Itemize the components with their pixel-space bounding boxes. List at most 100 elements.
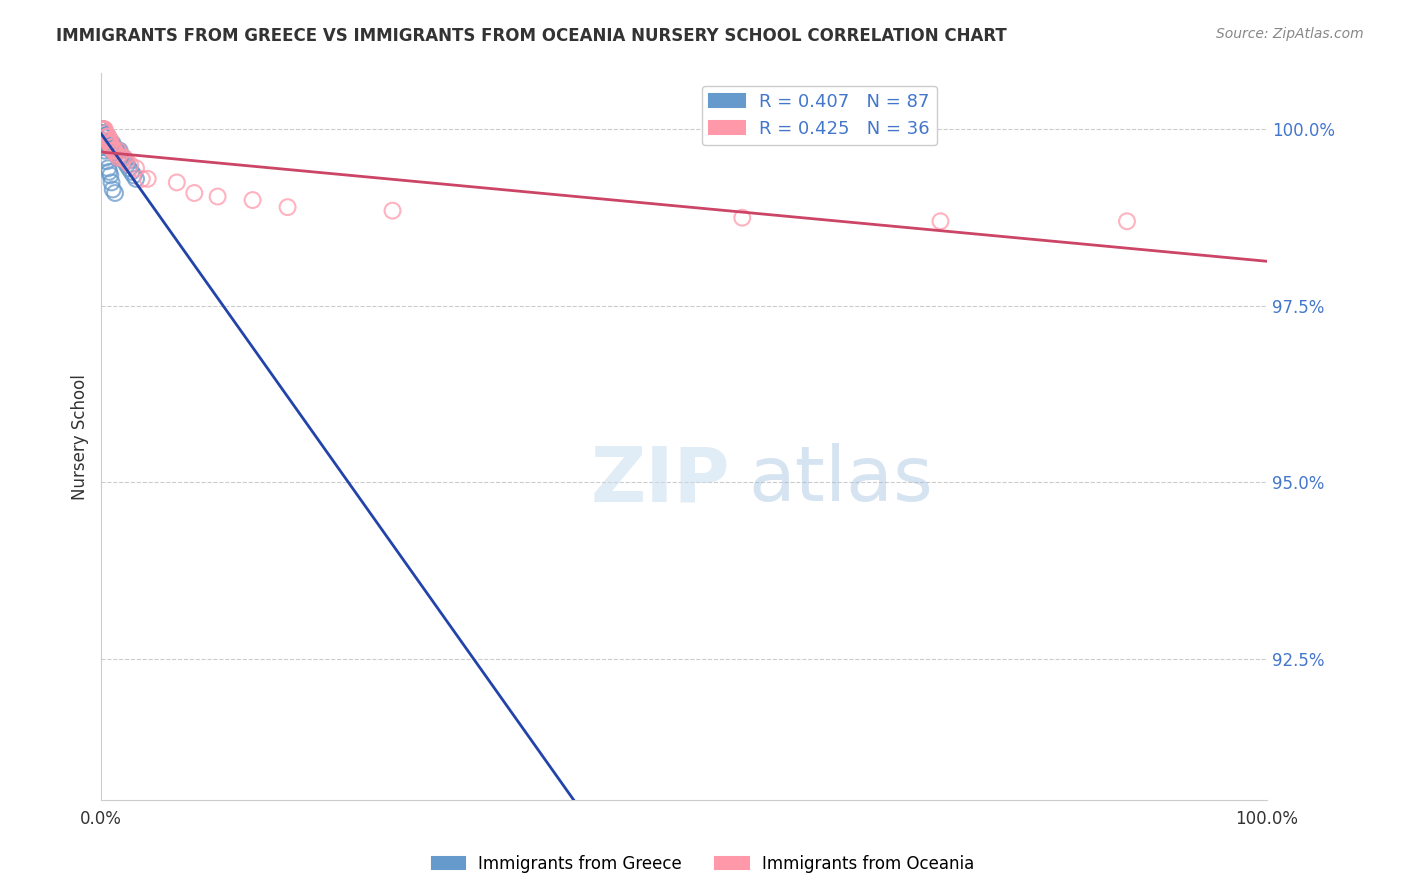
Legend: Immigrants from Greece, Immigrants from Oceania: Immigrants from Greece, Immigrants from …: [425, 848, 981, 880]
Point: [104, 144, 127, 158]
Point: [100, 136, 122, 151]
Point: [101, 144, 124, 158]
Point: [96, 154, 118, 169]
Point: [97, 161, 120, 176]
Point: [183, 186, 205, 200]
Point: [166, 176, 188, 190]
Point: [110, 151, 132, 165]
Point: [100, 140, 122, 154]
Point: [93, 129, 115, 144]
Point: [98, 136, 121, 151]
Point: [100, 169, 122, 183]
Point: [93, 126, 115, 140]
Point: [101, 144, 124, 158]
Point: [93, 129, 115, 144]
Point: [93, 122, 115, 136]
Point: [91, 122, 114, 136]
Point: [94, 129, 117, 144]
Point: [91, 126, 114, 140]
Point: [97, 136, 120, 151]
Point: [1116, 214, 1139, 228]
Point: [118, 161, 141, 176]
Point: [101, 182, 124, 196]
Point: [107, 144, 129, 158]
Point: [108, 151, 131, 165]
Point: [91, 122, 114, 136]
Point: [93, 122, 115, 136]
Point: [91, 122, 114, 136]
Point: [93, 129, 115, 144]
Point: [97, 129, 120, 144]
Point: [125, 161, 148, 176]
Point: [93, 129, 115, 144]
Point: [107, 151, 129, 165]
Point: [103, 144, 125, 158]
Point: [93, 122, 115, 136]
Point: [115, 158, 138, 172]
Point: [93, 129, 115, 144]
Point: [105, 144, 128, 158]
Point: [96, 129, 118, 144]
Point: [93, 122, 115, 136]
Point: [96, 136, 118, 151]
Point: [91, 122, 114, 136]
Text: ZIP: ZIP: [591, 443, 730, 517]
Y-axis label: Nursery School: Nursery School: [72, 374, 89, 500]
Point: [93, 144, 115, 158]
Point: [104, 144, 127, 158]
Point: [100, 133, 122, 147]
Point: [111, 151, 134, 165]
Point: [107, 151, 129, 165]
Point: [122, 169, 145, 183]
Point: [125, 172, 148, 186]
Point: [100, 136, 122, 151]
Point: [381, 203, 404, 218]
Point: [98, 165, 121, 179]
Point: [111, 151, 134, 165]
Point: [112, 154, 135, 169]
Point: [98, 136, 121, 151]
Text: atlas: atlas: [748, 443, 934, 517]
Point: [929, 214, 952, 228]
Point: [242, 193, 264, 207]
Point: [104, 186, 127, 200]
Point: [91, 122, 114, 136]
Point: [104, 144, 127, 158]
Point: [93, 122, 115, 136]
Point: [101, 136, 124, 151]
Point: [97, 136, 120, 151]
Point: [94, 129, 117, 144]
Point: [731, 211, 754, 225]
Point: [277, 200, 299, 214]
Point: [93, 122, 115, 136]
Point: [91, 122, 114, 136]
Point: [91, 122, 114, 136]
Point: [93, 126, 115, 140]
Point: [207, 189, 229, 203]
Point: [131, 172, 153, 186]
Point: [91, 122, 114, 136]
Point: [100, 136, 122, 151]
Point: [96, 136, 118, 151]
Point: [100, 144, 122, 158]
Point: [105, 147, 128, 161]
Point: [97, 133, 120, 147]
Point: [91, 122, 114, 136]
Point: [98, 136, 121, 151]
Point: [112, 151, 135, 165]
Point: [93, 129, 115, 144]
Point: [91, 136, 114, 151]
Point: [103, 144, 125, 158]
Point: [91, 122, 114, 136]
Point: [91, 122, 114, 136]
Point: [91, 122, 114, 136]
Point: [91, 133, 114, 147]
Point: [115, 154, 138, 169]
Point: [136, 172, 159, 186]
Point: [96, 136, 118, 151]
Point: [93, 126, 115, 140]
Point: [91, 122, 114, 136]
Point: [97, 129, 120, 144]
Point: [93, 129, 115, 144]
Point: [94, 129, 117, 144]
